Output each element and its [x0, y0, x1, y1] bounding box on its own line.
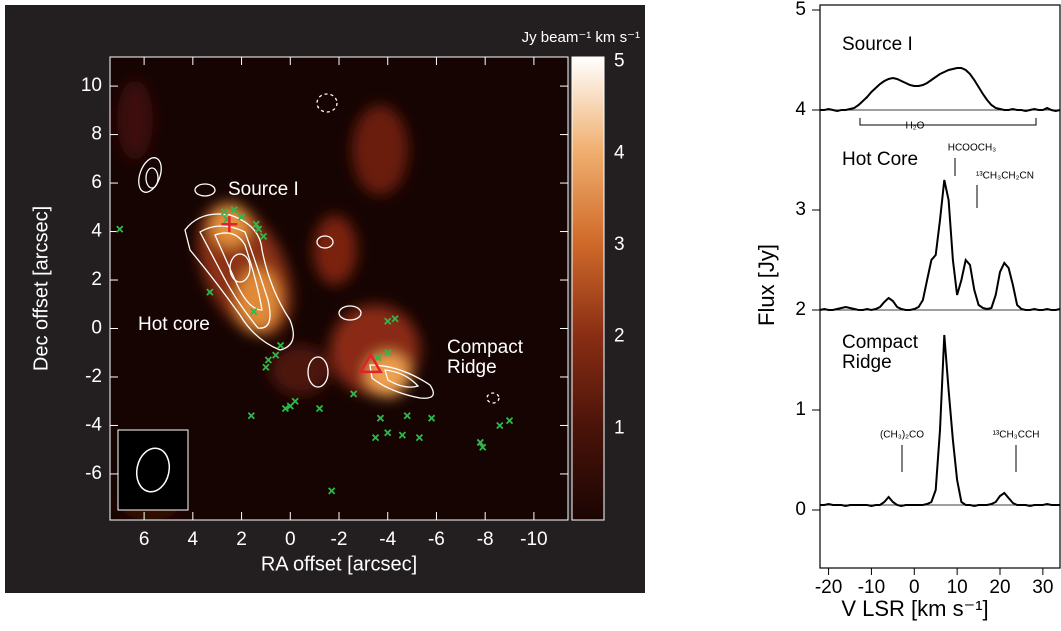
x-tick-label: 4 [188, 529, 199, 550]
y-tick-label: 8 [91, 124, 102, 145]
x-tick-label: 2 [236, 529, 247, 550]
colorbar-label: Jy beam⁻¹ km s⁻¹ [522, 29, 640, 46]
spectrum [820, 68, 1060, 111]
x-tick-label: -4 [379, 529, 396, 550]
y-axis-label: Flux [Jy] [754, 244, 779, 326]
y-tick-label: 6 [91, 172, 102, 193]
y-tick-label: 0 [795, 499, 806, 520]
spectra-frame [820, 5, 1060, 568]
beam-inset [118, 430, 188, 510]
y-tick-label: 1 [795, 399, 806, 420]
line-annotation: ¹³CH₃CH₂CN [976, 171, 1034, 182]
y-tick-label: 4 [795, 99, 806, 120]
series-label: Compact Ridge [842, 333, 912, 373]
x-tick-label: -10 [520, 529, 547, 550]
map-annotation: Hot core [138, 315, 210, 335]
spectrum [820, 180, 1060, 310]
line-annotation: H₂O [906, 121, 925, 132]
x-axis-label: RA offset [arcsec] [261, 553, 417, 575]
y-tick-label: -2 [85, 366, 102, 387]
y-tick-label: 2 [91, 269, 102, 290]
colorbar-tick-label: 5 [614, 51, 625, 72]
y-tick-label: 10 [81, 75, 102, 96]
line-annotation: HCOOCH₃ [948, 143, 997, 154]
x-tick-label: -2 [331, 529, 348, 550]
y-tick-label: -6 [85, 463, 102, 484]
x-tick-label: 0 [285, 529, 296, 550]
y-tick-label: 0 [91, 318, 102, 339]
y-tick-label: 2 [795, 299, 806, 320]
x-tick-label: 30 [1032, 577, 1053, 598]
colorbar [572, 57, 604, 520]
page: 6420-2-4-6-8-101086420-2-4-6RA offset [a… [0, 0, 1061, 631]
colorbar-tick-label: 3 [614, 234, 625, 255]
x-tick-label: 20 [989, 577, 1010, 598]
x-tick-label: -20 [815, 577, 842, 598]
y-tick-label: 5 [795, 0, 806, 20]
line-annotation: ¹³CH₃CCH [993, 430, 1040, 441]
y-axis-label: Dec offset [arcsec] [30, 206, 52, 371]
y-tick-label: 4 [91, 221, 102, 242]
colorbar-tick-label: 4 [614, 142, 625, 163]
y-tick-label: -4 [85, 414, 102, 435]
x-tick-label: -8 [477, 529, 494, 550]
x-axis-label: V LSR [km s⁻¹] [841, 596, 988, 621]
y-tick-label: 3 [795, 199, 806, 220]
x-tick-label: -6 [428, 529, 445, 550]
line-annotation: (CH₃)₂CO [880, 430, 924, 441]
colorbar-tick-label: 1 [614, 417, 625, 438]
x-tick-label: 6 [139, 529, 150, 550]
map-annotation: Source I [228, 180, 299, 200]
colorbar-tick-label: 2 [614, 326, 625, 347]
map-annotation: Compact Ridge [447, 338, 547, 378]
series-label: Source I [842, 35, 913, 55]
series-label: Hot Core [842, 150, 918, 170]
